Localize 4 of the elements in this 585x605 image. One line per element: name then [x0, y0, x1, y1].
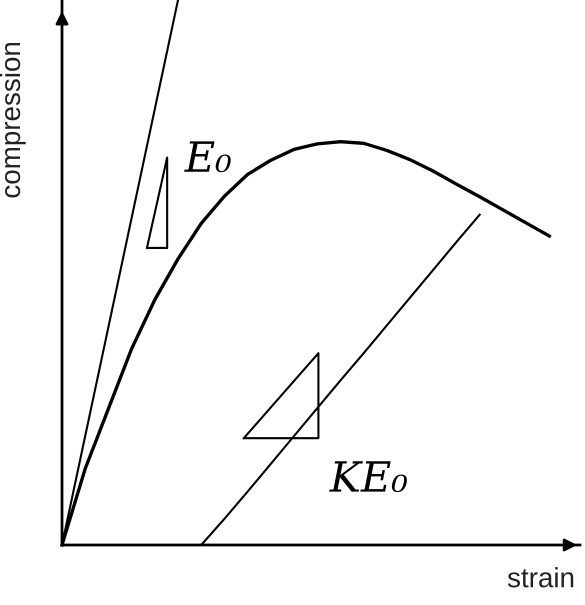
y-axis-title: compression: [0, 42, 26, 198]
annotation: E₀: [184, 141, 231, 172]
annotation: KE₀: [329, 461, 407, 492]
x-axis-title: strain: [508, 567, 574, 588]
